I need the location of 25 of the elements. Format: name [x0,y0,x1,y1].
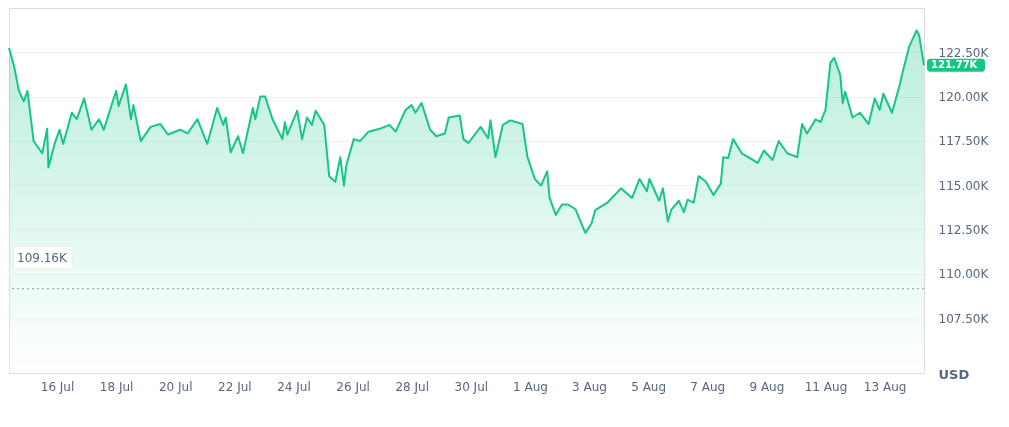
y-tick-label: 110.00K [938,267,990,282]
x-tick-label: 1 Aug [512,379,548,394]
y-tick-label: 107.50K [938,311,990,326]
x-tick-label: 5 Aug [631,379,667,394]
x-tick-label: 24 Jul [277,379,311,394]
x-tick-label: 30 Jul [454,379,489,394]
x-tick-label: 13 Aug [863,379,907,394]
y-tick-label: 122.50K [938,45,990,60]
x-tick-label: 3 Aug [572,379,607,394]
y-tick-label: 120.00K [938,90,990,105]
annotation: 121.77K [931,59,979,71]
x-tick-label: 22 Jul [218,379,252,394]
x-tick-label: 18 Jul [99,379,134,394]
x-tick-label: 11 Aug [804,379,848,394]
y-tick-label: 115.00K [938,178,990,193]
y-tick-label: 117.50K [938,134,990,149]
x-tick-label: 9 Aug [749,379,785,394]
y-tick-label: 112.50K [938,222,990,237]
x-tick-label: 7 Aug [690,379,726,394]
x-tick-label: 28 Jul [395,379,429,394]
x-tick-label: 20 Jul [158,379,193,394]
y-axis-title: USD [938,366,970,382]
x-tick-label: 26 Jul [336,379,370,394]
x-tick-label: 16 Jul [40,379,75,394]
ref-line-label: 109.16K [17,250,68,265]
